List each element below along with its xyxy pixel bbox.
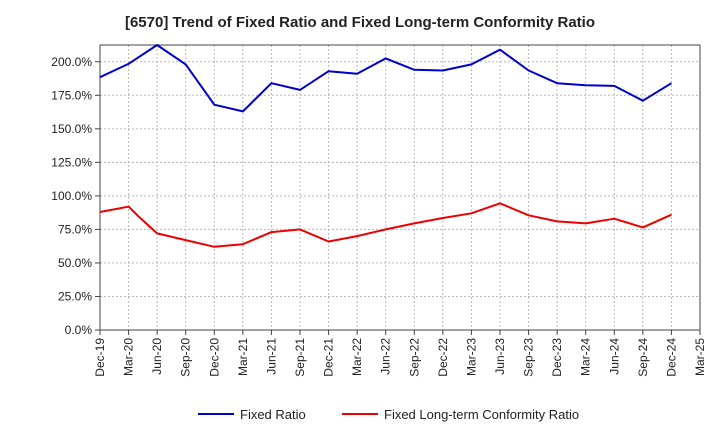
y-tick-label: 50.0% — [58, 256, 92, 270]
x-tick-label: Sep-24 — [636, 338, 650, 377]
x-tick-label: Dec-24 — [664, 338, 678, 377]
y-tick-label: 175.0% — [51, 88, 92, 102]
x-tick-label: Jun-24 — [607, 338, 621, 375]
x-tick-label: Jun-20 — [150, 338, 164, 375]
x-tick-label: Mar-21 — [236, 338, 250, 376]
y-tick-label: 0.0% — [65, 323, 93, 337]
x-tick-label: Mar-20 — [122, 338, 136, 376]
series-line-1 — [99, 202, 672, 248]
x-tick-label: Mar-22 — [350, 338, 364, 376]
y-tick-label: 25.0% — [58, 289, 92, 303]
x-tick-label: Jun-22 — [379, 338, 393, 375]
x-tick-label: Dec-23 — [550, 338, 564, 377]
y-tick-label: 125.0% — [51, 155, 92, 169]
x-tick-label: Mar-24 — [579, 338, 593, 376]
x-tick-label: Jun-23 — [493, 338, 507, 375]
series-line-0 — [99, 44, 672, 113]
x-tick-label: Mar-23 — [464, 338, 478, 376]
x-tick-label: Sep-23 — [522, 338, 536, 377]
x-tick-label: Dec-22 — [436, 338, 450, 377]
x-tick-label: Dec-21 — [322, 338, 336, 377]
x-tick-label: Sep-22 — [407, 338, 421, 377]
legend-label-1: Fixed Long-term Conformity Ratio — [384, 407, 579, 422]
y-tick-label: 100.0% — [51, 189, 92, 203]
x-tick-label: Sep-21 — [293, 338, 307, 377]
x-tick-label: Sep-20 — [179, 338, 193, 377]
y-tick-label: 200.0% — [51, 55, 92, 69]
y-tick-label: 150.0% — [51, 122, 92, 136]
y-tick-label: 75.0% — [58, 222, 92, 236]
x-tick-label: Jun-21 — [264, 338, 278, 375]
legend-label-0: Fixed Ratio — [240, 407, 306, 422]
x-tick-label: Dec-19 — [93, 338, 107, 377]
x-tick-label: Dec-20 — [207, 338, 221, 377]
plot-frame — [99, 44, 701, 331]
chart-title: [6570] Trend of Fixed Ratio and Fixed Lo… — [124, 14, 596, 31]
x-tick-label: Mar-25 — [693, 338, 707, 376]
